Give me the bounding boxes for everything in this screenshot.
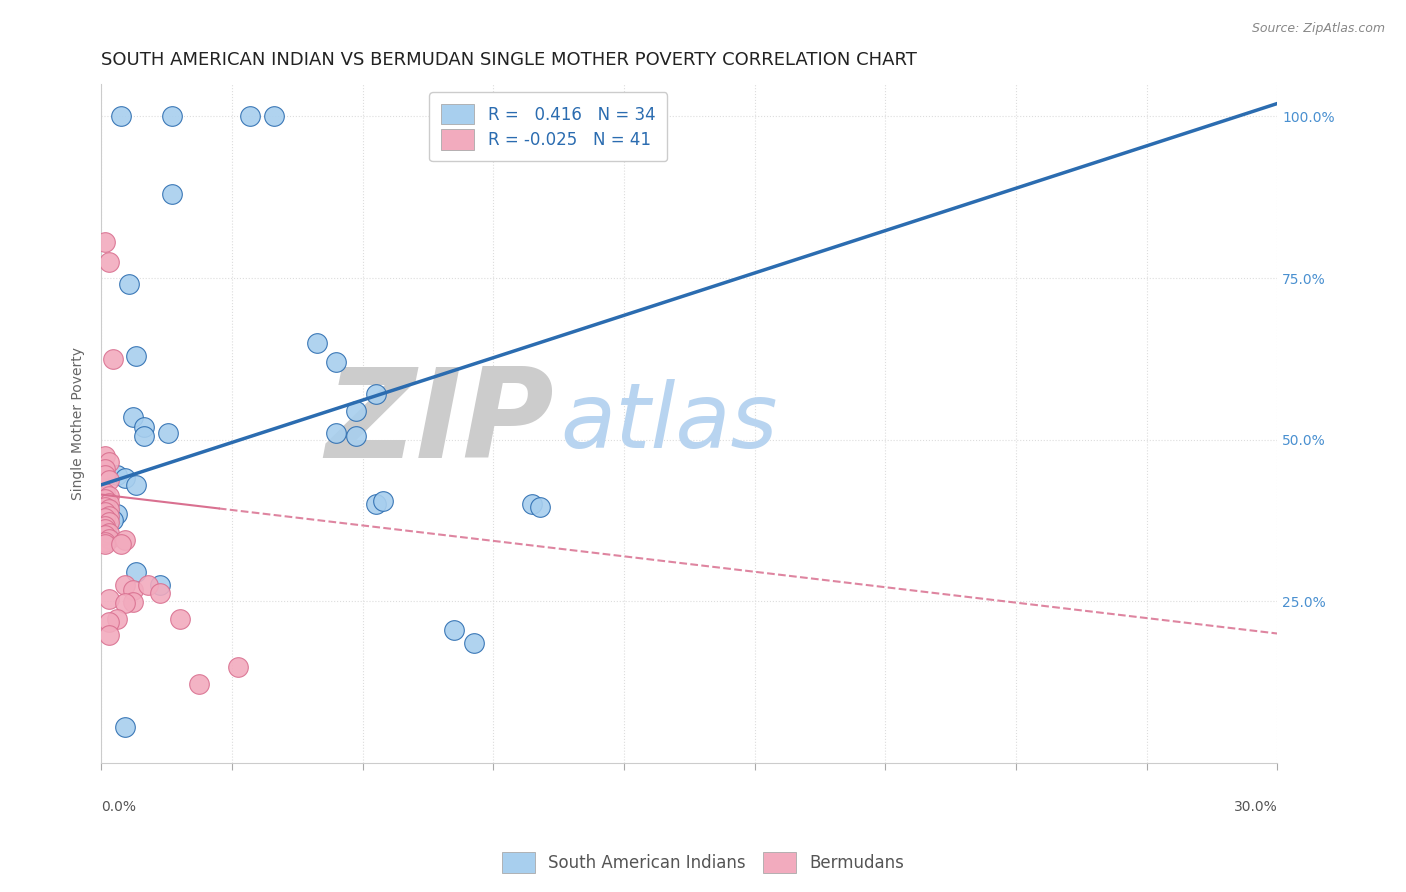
Point: [373, 494, 395, 508]
Point: [169, 612, 191, 626]
Point: [98, 628, 121, 642]
Point: [364, 497, 387, 511]
Point: [228, 660, 250, 674]
Point: [125, 349, 148, 363]
Point: [134, 429, 156, 443]
Point: [114, 596, 136, 610]
Point: [188, 677, 211, 691]
Point: [114, 533, 136, 547]
Point: [239, 110, 262, 124]
Point: [136, 578, 159, 592]
Point: [105, 468, 128, 483]
Point: [94, 511, 117, 525]
Point: [94, 519, 117, 533]
Text: 30.0%: 30.0%: [1233, 800, 1277, 814]
Point: [325, 426, 347, 441]
Point: [94, 492, 117, 507]
Point: [110, 537, 132, 551]
Point: [98, 504, 121, 518]
Point: [98, 473, 121, 487]
Text: 0.0%: 0.0%: [101, 800, 136, 814]
Point: [529, 500, 551, 515]
Point: [156, 426, 179, 441]
Point: [98, 516, 121, 530]
Point: [344, 429, 367, 443]
Point: [443, 624, 465, 638]
Point: [463, 636, 485, 650]
Point: [149, 586, 172, 600]
Point: [114, 720, 136, 734]
Point: [98, 502, 121, 516]
Point: [125, 478, 148, 492]
Point: [98, 531, 121, 545]
Point: [110, 110, 132, 124]
Point: [94, 461, 117, 475]
Point: [94, 528, 117, 542]
Point: [101, 351, 124, 366]
Point: [121, 582, 143, 597]
Point: [94, 500, 117, 514]
Point: [149, 578, 172, 592]
Point: [94, 534, 117, 549]
Point: [344, 403, 367, 417]
Point: [325, 355, 347, 369]
Point: [263, 110, 285, 124]
Point: [101, 513, 124, 527]
Legend: South American Indians, Bermudans: South American Indians, Bermudans: [495, 846, 911, 880]
Point: [105, 612, 128, 626]
Point: [94, 468, 117, 483]
Point: [98, 508, 121, 523]
Point: [98, 615, 121, 629]
Point: [118, 277, 141, 292]
Point: [98, 455, 121, 469]
Point: [121, 409, 143, 424]
Point: [134, 419, 156, 434]
Point: [98, 490, 121, 504]
Point: [98, 255, 121, 269]
Point: [98, 525, 121, 540]
Text: ZIP: ZIP: [325, 363, 554, 484]
Text: SOUTH AMERICAN INDIAN VS BERMUDAN SINGLE MOTHER POVERTY CORRELATION CHART: SOUTH AMERICAN INDIAN VS BERMUDAN SINGLE…: [101, 51, 917, 69]
Point: [121, 595, 143, 609]
Point: [98, 592, 121, 607]
Point: [114, 471, 136, 485]
Point: [125, 565, 148, 579]
Point: [94, 505, 117, 519]
Point: [98, 496, 121, 510]
Text: Source: ZipAtlas.com: Source: ZipAtlas.com: [1251, 22, 1385, 36]
Y-axis label: Single Mother Poverty: Single Mother Poverty: [72, 347, 86, 500]
Legend: R =   0.416   N = 34, R = -0.025   N = 41: R = 0.416 N = 34, R = -0.025 N = 41: [429, 93, 666, 161]
Point: [160, 110, 183, 124]
Point: [160, 186, 183, 201]
Point: [94, 537, 117, 551]
Point: [522, 497, 544, 511]
Point: [94, 522, 117, 536]
Point: [305, 335, 328, 350]
Point: [98, 532, 121, 546]
Point: [94, 235, 117, 250]
Point: [114, 578, 136, 592]
Point: [364, 387, 387, 401]
Text: atlas: atlas: [560, 379, 778, 467]
Point: [105, 507, 128, 521]
Point: [94, 485, 117, 500]
Point: [94, 449, 117, 463]
Point: [94, 526, 117, 541]
